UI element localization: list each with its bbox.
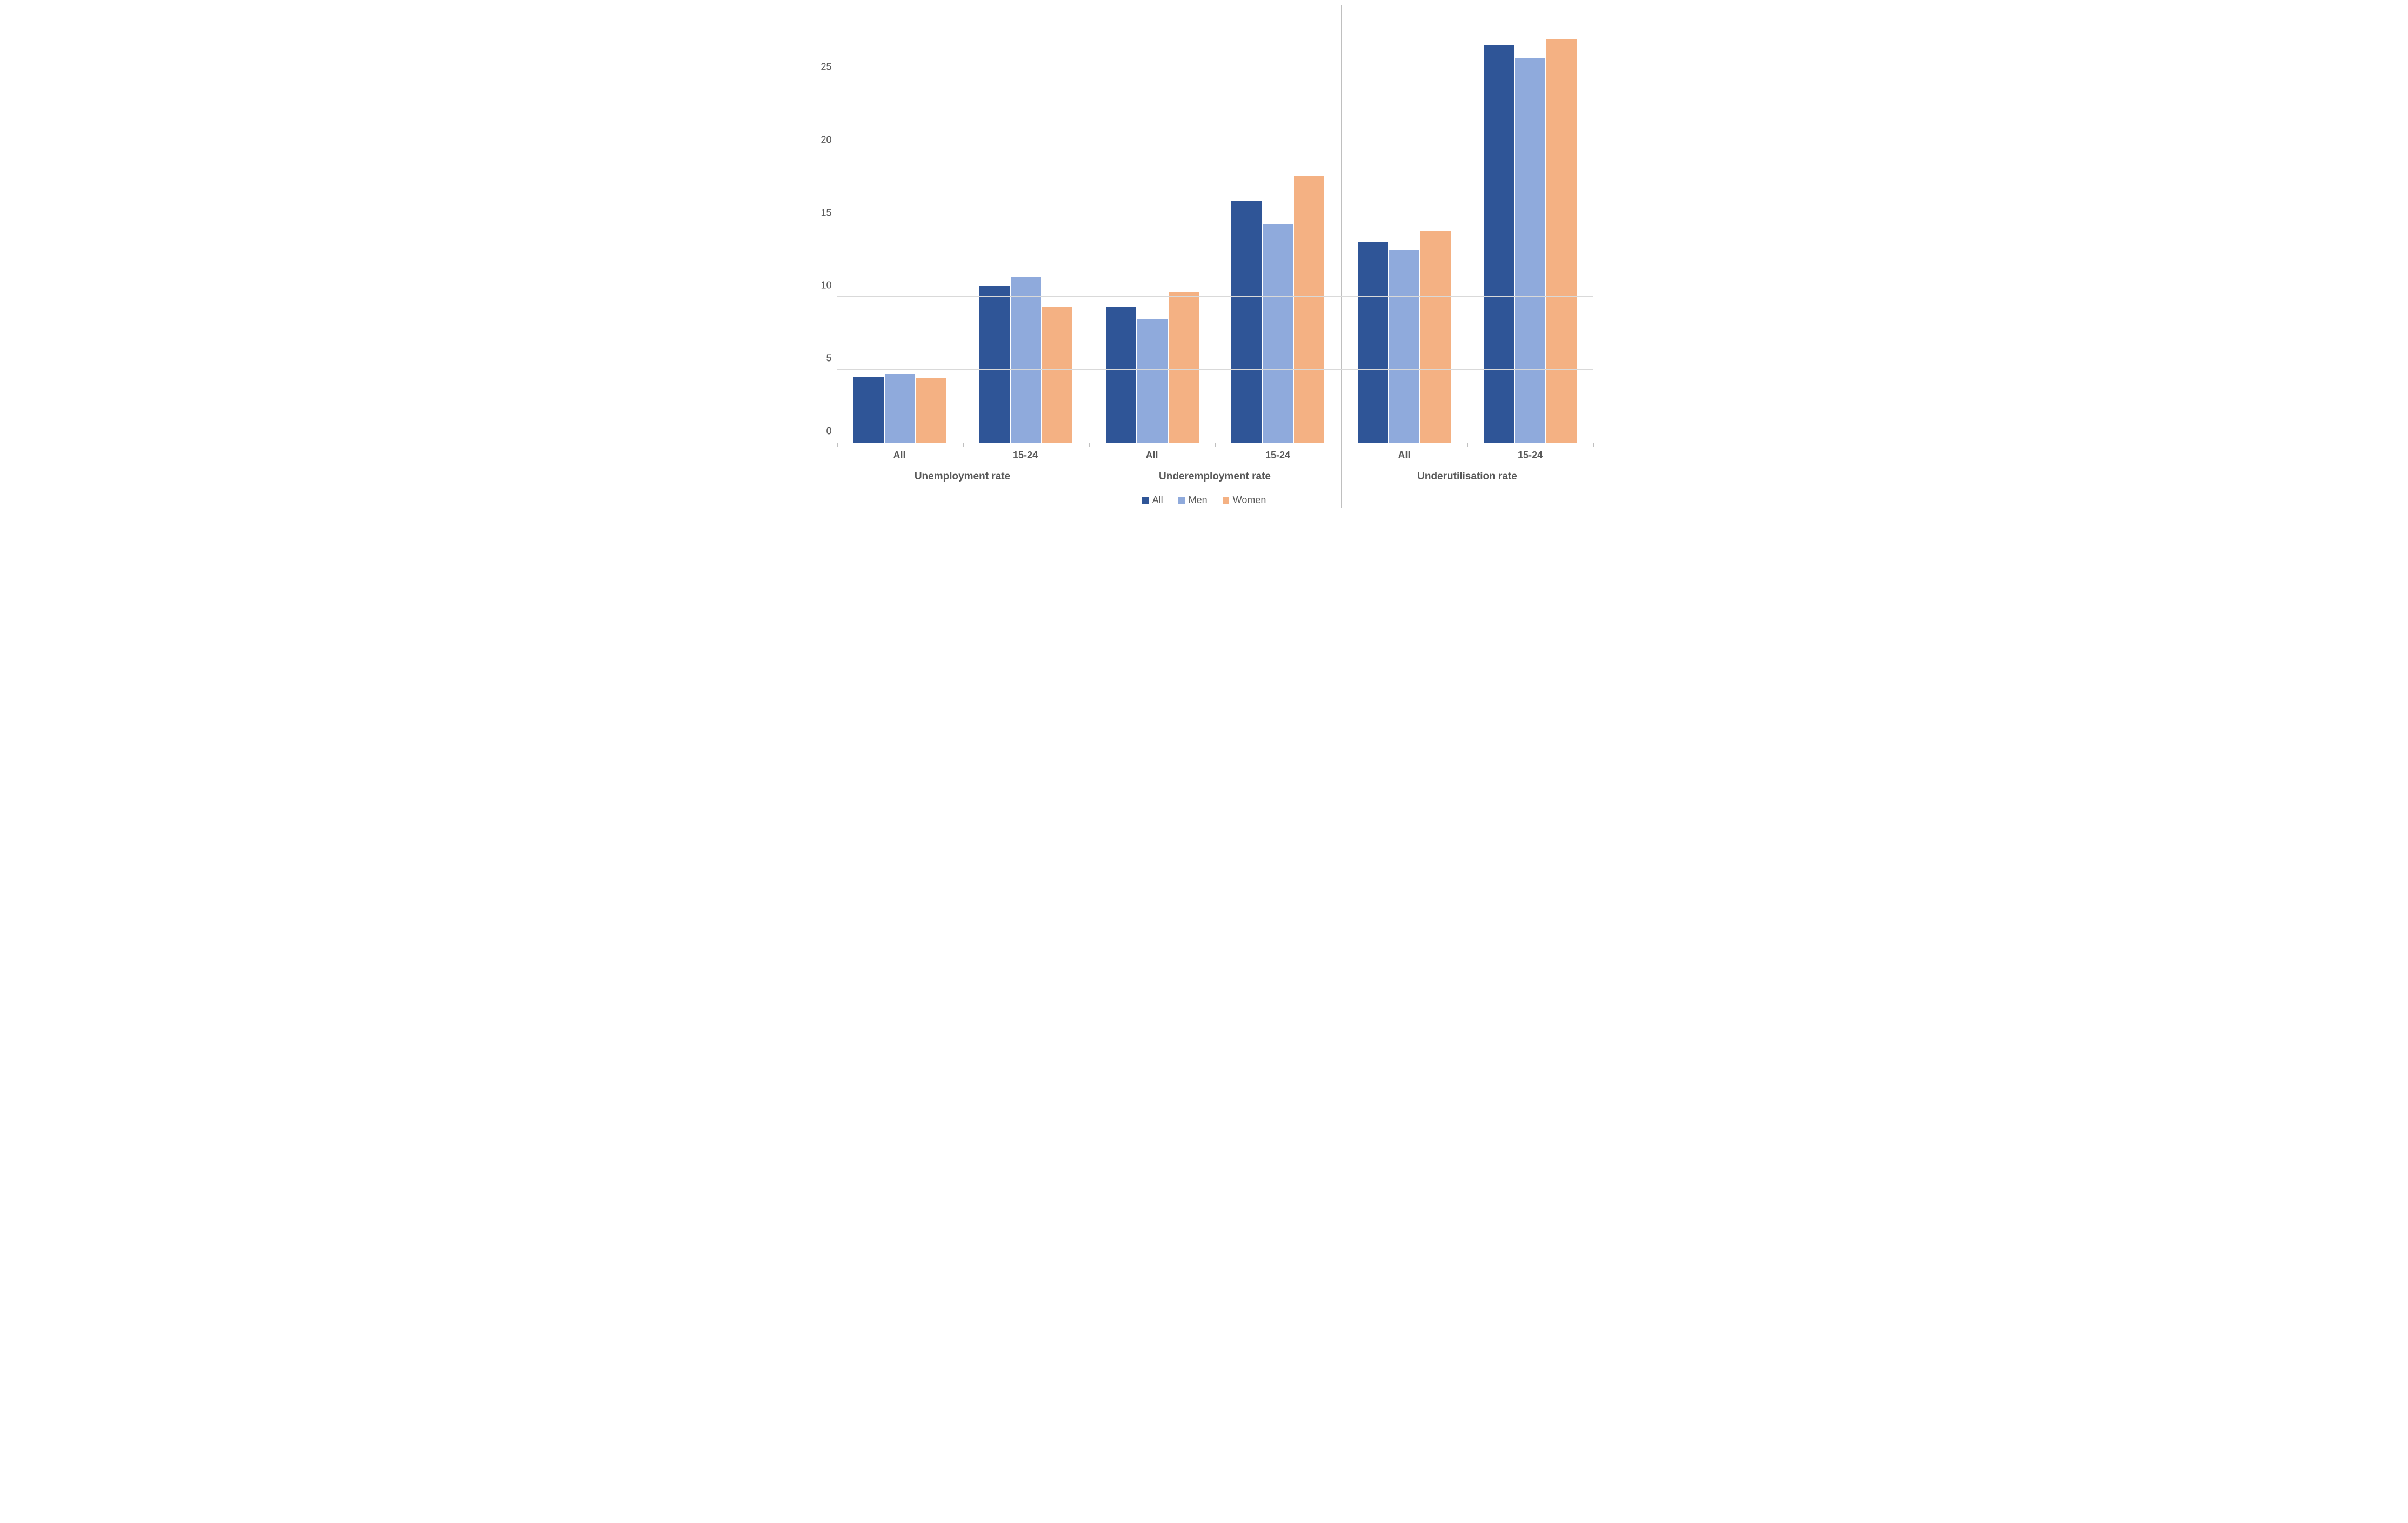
legend-label: Women xyxy=(1233,495,1266,506)
bar xyxy=(853,377,884,443)
bar xyxy=(1169,292,1199,443)
category-sub-label: All xyxy=(837,443,963,463)
supergroup xyxy=(837,5,1089,443)
bar xyxy=(1011,277,1041,443)
bar-groups xyxy=(837,5,1593,443)
bar xyxy=(916,378,946,443)
y-tick-label: 20 xyxy=(821,134,837,145)
category-super-label: Unemployment rate xyxy=(837,463,1089,488)
bar xyxy=(1263,224,1293,443)
legend-swatch xyxy=(1178,497,1185,504)
category-super-label: Underemployment rate xyxy=(1089,463,1341,488)
legend-item: Men xyxy=(1178,495,1208,506)
plot-area: 051015202530 xyxy=(837,5,1593,443)
category-sub-label: All xyxy=(1089,443,1215,463)
bar xyxy=(1042,307,1072,443)
supergroup xyxy=(1089,5,1341,443)
category-sub-label: 15-24 xyxy=(1215,443,1341,463)
x-tick-mark xyxy=(1593,443,1594,447)
bar xyxy=(1294,176,1324,443)
legend-item: Women xyxy=(1223,495,1266,506)
bar xyxy=(1358,242,1388,443)
bar xyxy=(1231,201,1262,443)
legend-swatch xyxy=(1223,497,1229,504)
subgroup xyxy=(1215,5,1341,443)
bar xyxy=(1137,319,1168,443)
bar xyxy=(1515,58,1545,443)
legend-label: All xyxy=(1152,495,1163,506)
gridline xyxy=(837,296,1593,297)
legend-item: All xyxy=(1142,495,1163,506)
y-tick-label: 15 xyxy=(821,207,837,218)
y-tick-label: 0 xyxy=(826,426,837,437)
subgroup xyxy=(1089,5,1215,443)
gridline xyxy=(837,369,1593,370)
legend-label: Men xyxy=(1189,495,1208,506)
subgroup xyxy=(1342,5,1468,443)
category-super-label: Underutilisation rate xyxy=(1342,463,1593,488)
chart-container: 051015202530 All15-24Unemployment rateAl… xyxy=(804,0,1604,508)
bar xyxy=(1484,45,1514,443)
y-tick-label: 25 xyxy=(821,61,837,72)
subgroup xyxy=(837,5,963,443)
bar xyxy=(1546,39,1577,443)
supergroup xyxy=(1341,5,1593,443)
category-sub-label: 15-24 xyxy=(1468,443,1593,463)
bar xyxy=(885,374,915,443)
bar xyxy=(979,286,1010,443)
legend-swatch xyxy=(1142,497,1149,504)
subgroup xyxy=(963,5,1089,443)
bar xyxy=(1106,307,1136,443)
y-tick-label: 10 xyxy=(821,280,837,291)
subgroup xyxy=(1468,5,1593,443)
category-sub-label: 15-24 xyxy=(963,443,1089,463)
legend: All Men Women xyxy=(804,491,1604,508)
y-tick-label: 5 xyxy=(826,353,837,364)
category-sub-label: All xyxy=(1342,443,1468,463)
bar xyxy=(1420,231,1451,443)
bar xyxy=(1389,250,1419,443)
